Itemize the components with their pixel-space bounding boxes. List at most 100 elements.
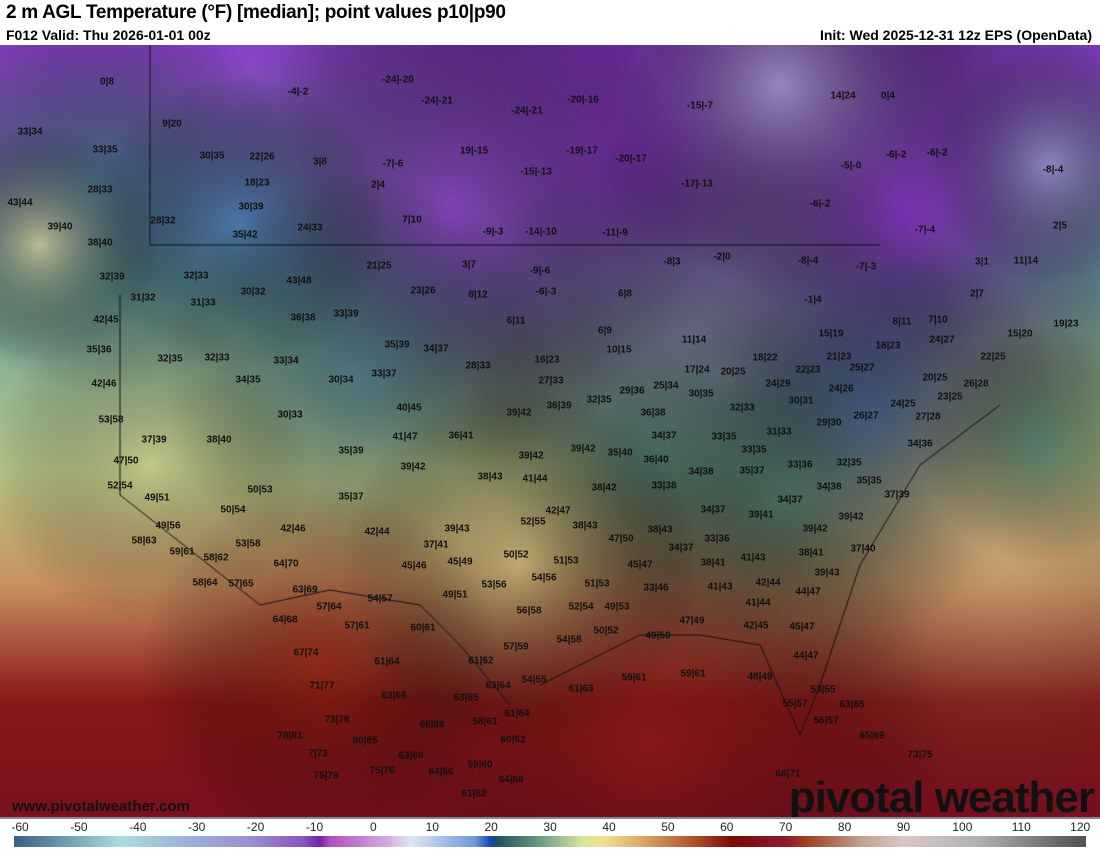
point-value-label: 30|32 (240, 286, 266, 298)
point-value-label: 73|78 (324, 714, 350, 726)
point-value-label: -9|-3 (482, 226, 504, 238)
point-value-label: 41|47 (392, 431, 418, 443)
point-value-label: 38|43 (572, 520, 598, 532)
point-value-label: 39|42 (400, 461, 426, 473)
point-value-label: 57|64 (316, 601, 342, 613)
point-value-label: 63|65 (453, 692, 479, 704)
point-value-label: 23|26 (410, 285, 436, 297)
point-value-label: -24|-20 (382, 74, 414, 86)
point-value-label: 32|33 (183, 270, 209, 282)
temperature-map[interactable]: 0|8 -4|-2 -24|-20 -24|-21 -20|-16 -15|-7 14|24… (0, 45, 1100, 819)
point-value-label: 37|41 (423, 539, 449, 551)
point-value-label: 26|27 (853, 410, 879, 422)
temperature-field (0, 45, 1100, 817)
point-value-label: 61|62 (468, 655, 494, 667)
point-value-label: 45|49 (447, 556, 473, 568)
point-value-label: 63|66 (381, 690, 407, 702)
point-value-label: 59|61 (169, 546, 195, 558)
point-value-label: 37|40 (850, 543, 876, 555)
point-value-label: 52|54 (568, 601, 594, 613)
point-value-label: 32|33 (729, 402, 755, 414)
point-value-label: 17|24 (684, 364, 710, 376)
map-title: 2 m AGL Temperature (°F) [median]; point… (6, 2, 506, 23)
point-value-label: 33|37 (371, 368, 397, 380)
point-value-label: 24|25 (890, 398, 916, 410)
point-value-label: 18|23 (244, 177, 270, 189)
point-value-label: 59|61 (621, 672, 647, 684)
colorbar-labels: -60 -50 -40 -30 -20 -10 0 10 20 30 40 50 60 70 80 90 100… (0, 818, 1100, 834)
point-value-label: 64|66 (498, 774, 524, 786)
point-value-label: 33|35 (711, 431, 737, 443)
point-value-label: 33|34 (17, 126, 43, 138)
point-value-label: -9|-6 (529, 265, 551, 277)
point-value-label: 59|60 (467, 759, 493, 771)
point-value-label: 53|58 (235, 538, 261, 550)
colorbar-tick: 0 (370, 820, 377, 834)
point-value-label: -24|-21 (421, 95, 453, 107)
point-value-label: 32|35 (157, 353, 183, 365)
point-value-label: 31|33 (766, 426, 792, 438)
point-value-label: 52|55 (520, 516, 546, 528)
point-value-label: 73|75 (907, 749, 933, 761)
point-value-label: 28|32 (150, 215, 176, 227)
point-value-label: 75|79 (313, 770, 339, 782)
point-value-label: 41|44 (522, 473, 548, 485)
point-value-label: 33|36 (704, 533, 730, 545)
point-value-label: 61|64 (504, 708, 530, 720)
point-value-label: 31|32 (130, 292, 156, 304)
point-value-label: 78|81 (277, 730, 303, 742)
point-value-label: 34|37 (651, 430, 677, 442)
point-value-label: -24|-21 (511, 105, 543, 117)
point-value-label: 64|68 (272, 614, 298, 626)
point-value-label: 24|29 (765, 378, 791, 390)
point-value-label: 45|47 (627, 559, 653, 571)
point-value-label: 18|22 (752, 352, 778, 364)
point-value-label: 24|33 (297, 222, 323, 234)
point-value-label: 61|63 (568, 683, 594, 695)
point-value-label: 45|47 (789, 621, 815, 633)
point-value-label: 35|36 (86, 344, 112, 356)
point-value-label: 14|24 (830, 90, 856, 102)
point-value-label: 15|19 (818, 328, 844, 340)
point-value-label: -17|-13 (681, 178, 713, 190)
point-value-label: 53|55 (810, 684, 836, 696)
point-value-label: -6|-3 (535, 286, 557, 298)
point-value-label: 30|34 (328, 374, 354, 386)
point-value-label: 32|35 (586, 394, 612, 406)
point-value-label: 33|36 (787, 459, 813, 471)
header: 2 m AGL Temperature (°F) [median]; point… (0, 0, 1100, 45)
point-value-label: 29|36 (619, 385, 645, 397)
point-value-label: 37|39 (141, 434, 167, 446)
point-value-label: 24|27 (929, 334, 955, 346)
point-value-label: 39|42 (838, 511, 864, 523)
point-value-label: 56|58 (516, 605, 542, 617)
point-value-label: 22|25 (980, 351, 1006, 363)
point-value-label: 33|35 (92, 144, 118, 156)
point-value-label: 39|43 (814, 567, 840, 579)
point-value-label: 39|41 (748, 509, 774, 521)
point-value-label: 32|39 (99, 271, 125, 283)
point-value-label: -6|-2 (809, 198, 831, 210)
point-value-label: 0|8 (100, 76, 114, 88)
point-value-label: 24|26 (828, 383, 854, 395)
point-value-label: 41|43 (707, 581, 733, 593)
point-value-label: 38|43 (477, 471, 503, 483)
point-value-label: 42|45 (743, 620, 769, 632)
point-value-label: 39|43 (444, 523, 470, 535)
point-value-label: 42|44 (364, 526, 390, 538)
point-value-label: 27|33 (538, 375, 564, 387)
point-value-label: 57|61 (344, 620, 370, 632)
point-value-label: 8|12 (468, 289, 488, 301)
point-value-label: 28|33 (465, 360, 491, 372)
point-value-label: 60|62 (500, 734, 526, 746)
point-value-label: -19|-17 (566, 145, 598, 157)
colorbar-tick: -50 (70, 820, 88, 834)
point-value-label: -7|-3 (855, 261, 877, 273)
point-value-label: 49|56 (155, 520, 181, 532)
point-value-label: 42|45 (93, 314, 119, 326)
point-value-label: 38|40 (87, 237, 113, 249)
point-value-label: 22|26 (249, 151, 275, 163)
point-value-label: -7|-4 (914, 224, 936, 236)
point-value-label: 54|57 (367, 593, 393, 605)
point-value-label: 48|49 (747, 671, 773, 683)
